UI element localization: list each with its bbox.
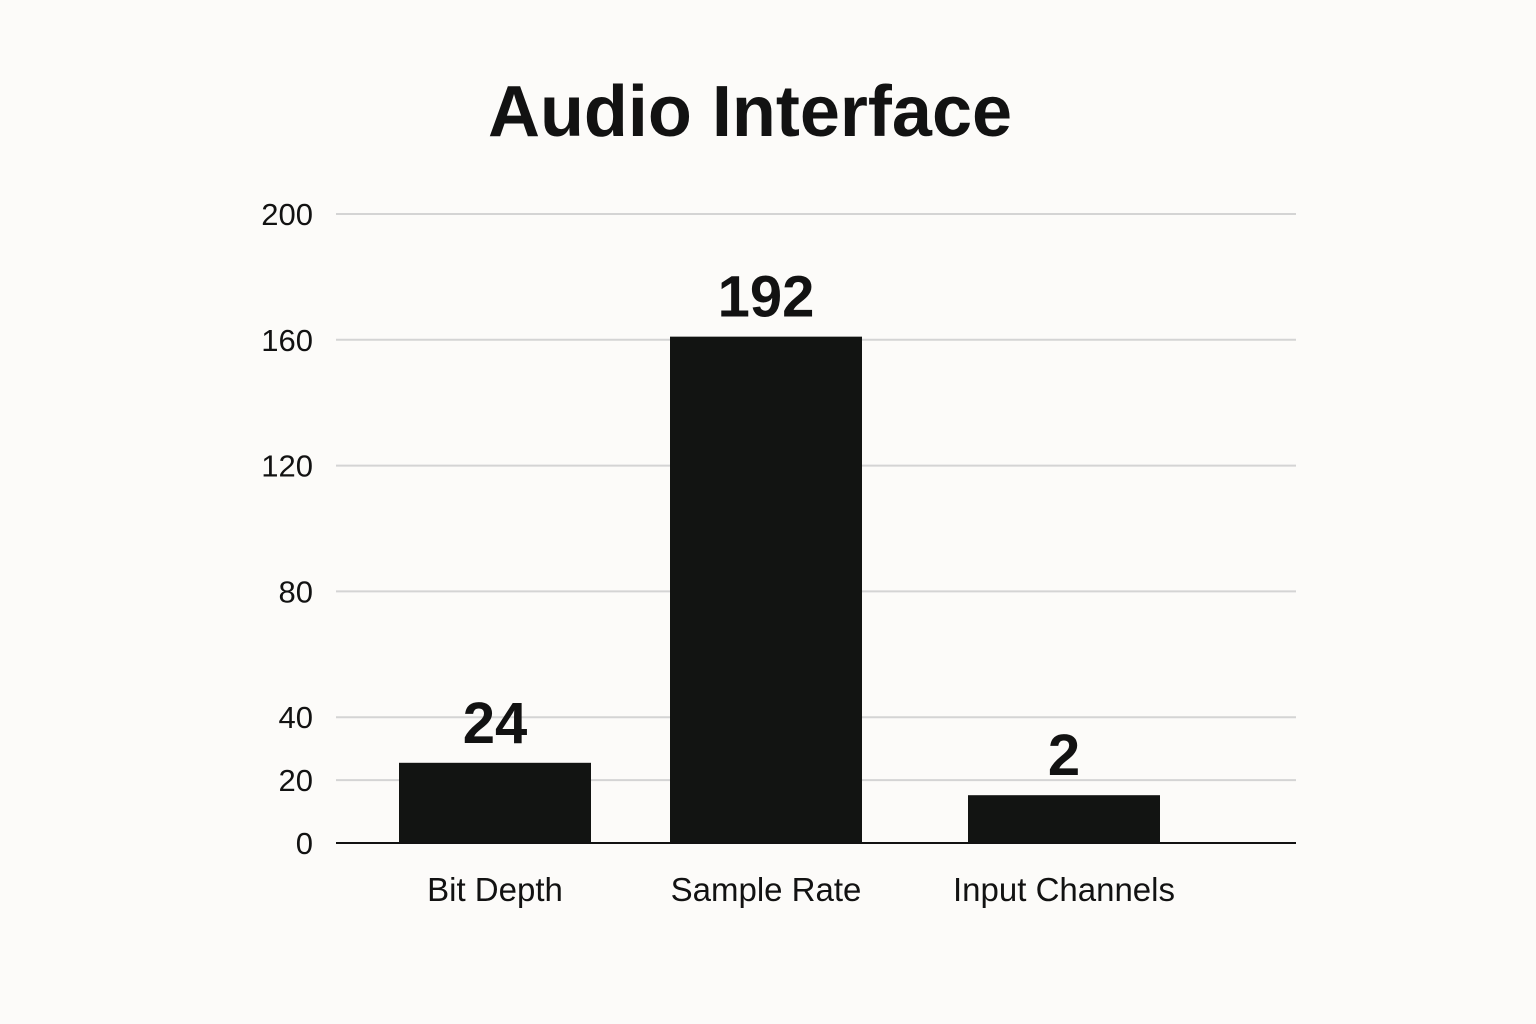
data-label: 192	[718, 265, 815, 330]
bar	[399, 762, 591, 843]
y-tick-label: 80	[279, 574, 313, 609]
x-tick-label: Sample Rate	[671, 871, 862, 908]
bar	[670, 336, 862, 843]
y-tick-label: 0	[296, 826, 313, 861]
x-axis-ticks: Bit Depth Sample Rate Input Channels	[427, 871, 1175, 908]
y-tick-label: 160	[261, 323, 313, 358]
y-tick-label: 120	[261, 449, 313, 484]
y-tick-label: 20	[279, 763, 313, 798]
data-labels: 24 192 2	[463, 265, 1080, 789]
x-tick-label: Bit Depth	[427, 871, 563, 908]
y-tick-label: 200	[261, 197, 313, 232]
x-tick-label: Input Channels	[953, 871, 1175, 908]
y-tick-label: 40	[279, 700, 313, 735]
bar	[968, 795, 1160, 843]
data-label: 2	[1048, 723, 1080, 788]
data-label: 24	[463, 691, 528, 756]
bars	[399, 336, 1160, 843]
chart-title: Audio Interface	[488, 72, 1012, 152]
y-axis-ticks: 0 20 40 80 120 160 200	[261, 197, 313, 861]
